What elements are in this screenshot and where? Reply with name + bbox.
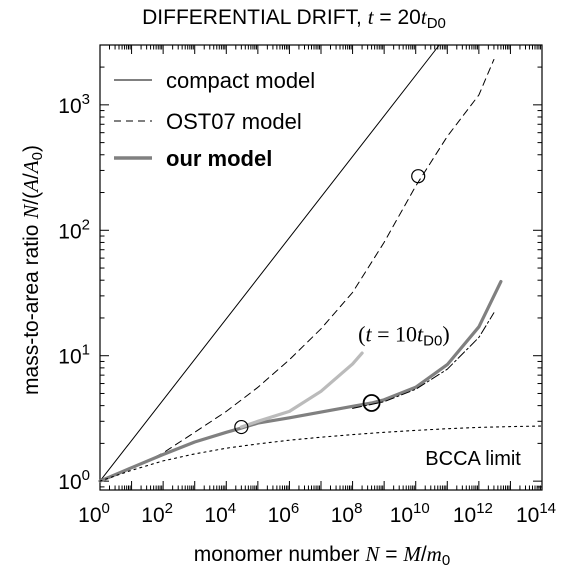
x-tick-label: 106 bbox=[268, 500, 300, 527]
y-tick-label: 100 bbox=[58, 467, 90, 494]
y-tick-label: 103 bbox=[58, 91, 90, 118]
line-ost07-model bbox=[99, 59, 495, 482]
line-our-model-t10 bbox=[239, 351, 364, 429]
x-axis-label: monomer number N = M/m0 bbox=[194, 542, 450, 569]
line-compact-model bbox=[99, 44, 440, 482]
legend-label-ost07: OST07 model bbox=[166, 109, 302, 134]
y-axis-label: mass-to-area ratio N/(A/A0) bbox=[19, 145, 46, 395]
legend-label-compact: compact model bbox=[166, 68, 315, 93]
series-lines bbox=[98, 44, 543, 483]
legend: compact model OST07 model our model bbox=[114, 68, 315, 171]
line-our-model bbox=[98, 280, 503, 483]
marker-circle bbox=[411, 169, 426, 184]
annotation-bcca-limit: BCCA limit bbox=[425, 448, 521, 470]
x-tick-label: 100 bbox=[78, 500, 110, 527]
x-tick-label: 108 bbox=[331, 500, 363, 527]
line-bcca-limit bbox=[99, 425, 543, 482]
legend-label-our-model: our model bbox=[166, 146, 272, 171]
markers bbox=[234, 169, 426, 435]
y-tick-label: 102 bbox=[58, 216, 90, 243]
x-tick-label: 1012 bbox=[453, 500, 493, 527]
line-dash-dot bbox=[352, 312, 495, 409]
y-tick-label: 101 bbox=[58, 342, 90, 369]
annotation-t10: (t = 10tD0) bbox=[358, 321, 450, 349]
marker-circle bbox=[234, 419, 249, 435]
tick-labels: 100 102 104 106 108 1010 1012 1014 100 101 102 103 bbox=[58, 91, 556, 527]
x-tick-label: 1014 bbox=[516, 500, 556, 527]
x-tick-label: 104 bbox=[204, 500, 236, 527]
title: DIFFERENTIAL DRIFT, t = 20tD0 bbox=[142, 5, 446, 32]
axis-ticks bbox=[99, 44, 542, 490]
x-tick-label: 1010 bbox=[390, 500, 430, 527]
marker-circle bbox=[362, 394, 381, 412]
x-tick-label: 102 bbox=[141, 500, 173, 527]
chart-title: DIFFERENTIAL DRIFT, t = 20tD0 bbox=[142, 5, 446, 32]
